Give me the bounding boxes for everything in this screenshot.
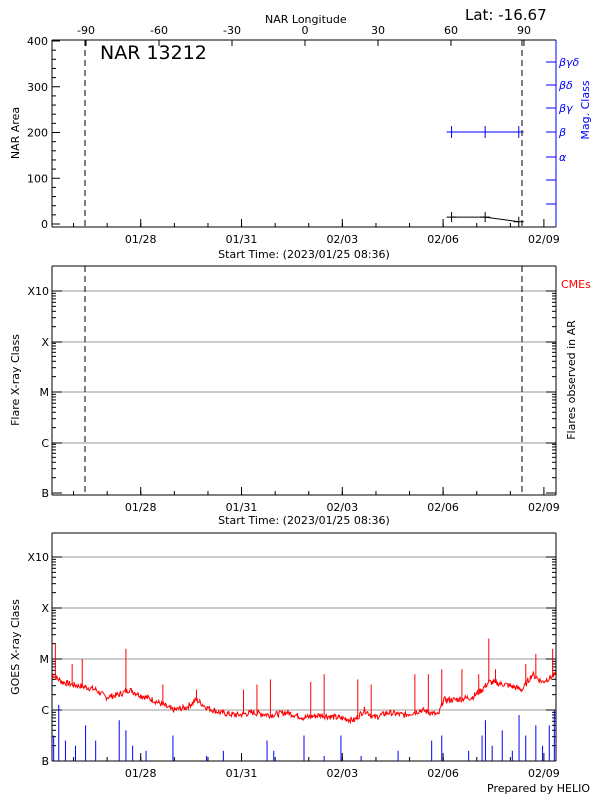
goes-panel: 01/28 01/31 02/03 02/06 02/09 B C M X X10 — [27, 532, 560, 780]
y-tick-label: 0 — [41, 218, 48, 231]
area-point — [446, 212, 457, 223]
mag-class-tick-label: βδ — [558, 79, 573, 92]
y-tick-label: C — [41, 437, 49, 450]
long-channel-line — [52, 670, 557, 725]
y-tick-label: M — [40, 653, 50, 666]
flare-panel: 01/28 01/31 02/03 02/06 02/09 B C M X X10 — [27, 265, 560, 514]
xlabel-2: Start Time: (2023/01/25 08:36) — [218, 514, 390, 527]
y-tick-label: B — [41, 487, 49, 500]
y-tick-label: X10 — [27, 285, 49, 298]
y-tick-label: X — [41, 336, 49, 349]
top-axis-label: NAR Longitude — [265, 13, 347, 26]
y-tick-label: B — [41, 755, 49, 768]
longitude-tick-label: -60 — [150, 24, 168, 37]
x-tick-label: 02/09 — [528, 233, 560, 246]
y-tick-label: X10 — [27, 551, 49, 564]
area-point — [480, 212, 491, 223]
x-tick-label: 02/09 — [528, 501, 560, 514]
y-tick-label: X — [41, 602, 49, 615]
mag-class-tick-label: α — [559, 151, 567, 164]
flares-observed-label: Flares observed in AR — [565, 320, 578, 440]
nar-panel: 01/28 01/31 02/03 02/06 02/090100200300400-9… — [27, 24, 580, 246]
y-tick-label: 400 — [27, 35, 48, 48]
longitude-tick-label: 30 — [371, 24, 385, 37]
longitude-tick-label: -30 — [223, 24, 241, 37]
x-tick-label: 02/03 — [326, 767, 358, 780]
mag-class-tick-label: β — [558, 126, 566, 139]
mag-class-point — [480, 126, 491, 138]
area-point — [513, 216, 524, 227]
mag-class-tick-label: βγδ — [558, 56, 580, 69]
y-tick-label: C — [41, 704, 49, 717]
x-tick-label: 01/28 — [125, 501, 157, 514]
x-tick-label: 01/31 — [226, 501, 258, 514]
x-tick-label: 01/28 — [125, 233, 157, 246]
y-tick-label: 200 — [27, 127, 48, 140]
x-tick-label: 02/06 — [427, 767, 459, 780]
x-tick-label: 01/28 — [125, 767, 157, 780]
y-tick-label: 300 — [27, 81, 48, 94]
cme-label: CMEs — [561, 278, 591, 291]
x-tick-label: 02/06 — [427, 501, 459, 514]
longitude-tick-label: 90 — [517, 24, 531, 37]
x-tick-label: 02/03 — [326, 501, 358, 514]
nar-area-ylabel: NAR Area — [9, 107, 22, 159]
x-tick-label: 01/31 — [226, 767, 258, 780]
y-tick-label: M — [40, 386, 50, 399]
y-tick-label: 100 — [27, 172, 48, 185]
x-tick-label: 01/31 — [226, 233, 258, 246]
region-title: NAR 13212 — [100, 42, 207, 64]
credit-label: Prepared by HELIO — [487, 782, 590, 795]
mag-class-ylabel: Mag. Class — [579, 80, 592, 139]
longitude-tick-label: 0 — [302, 24, 309, 37]
flare-ylabel: Flare X-ray Class — [9, 334, 22, 426]
mag-class-point — [446, 126, 457, 138]
x-tick-label: 02/03 — [326, 233, 358, 246]
x-tick-label: 02/09 — [528, 767, 560, 780]
longitude-tick-label: 60 — [444, 24, 458, 37]
mag-class-tick-label: βγ — [558, 102, 573, 115]
xlabel-1: Start Time: (2023/01/25 08:36) — [218, 248, 390, 261]
latitude-label: Lat: -16.67 — [465, 6, 547, 24]
longitude-tick-label: -90 — [77, 24, 95, 37]
x-tick-label: 02/06 — [427, 233, 459, 246]
mag-class-point — [513, 126, 524, 138]
goes-ylabel: GOES X-ray Class — [9, 599, 22, 695]
